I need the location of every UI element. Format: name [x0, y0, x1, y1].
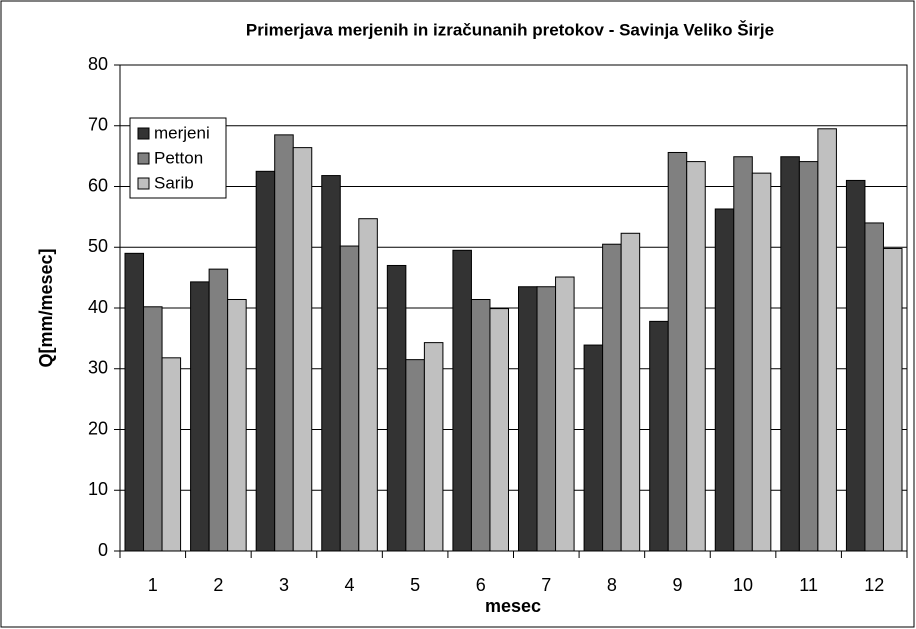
x-tick-label: 10	[733, 575, 753, 595]
y-axis-label: Q[mm/mesec]	[36, 248, 56, 367]
bar	[124, 252, 145, 552]
chart-title: Primerjava merjenih in izračunanih preto…	[246, 20, 774, 39]
bar	[274, 134, 294, 552]
bar	[882, 247, 903, 552]
x-tick-label: 7	[541, 575, 551, 595]
y-tick-label: 70	[88, 115, 108, 135]
y-tick-label: 40	[88, 297, 108, 317]
bar	[686, 161, 706, 552]
legend-label: Petton	[154, 148, 203, 167]
y-tick-label: 10	[88, 479, 108, 499]
bar	[602, 243, 622, 552]
bar	[292, 147, 313, 552]
x-tick-label: 2	[213, 575, 223, 595]
bar	[536, 286, 557, 552]
bar	[780, 156, 800, 552]
x-tick-label: 1	[148, 575, 158, 595]
plot-frame	[119, 64, 908, 552]
bar	[489, 308, 510, 552]
bar	[255, 170, 276, 552]
bar	[845, 179, 866, 552]
bar	[470, 298, 491, 552]
x-tick-label: 5	[410, 575, 420, 595]
legend-label: merjeni	[154, 123, 210, 142]
y-tick-label: 30	[88, 358, 108, 378]
legend-swatch	[137, 127, 150, 140]
y-tick-label: 60	[88, 175, 108, 195]
x-tick-label: 9	[672, 575, 682, 595]
bar	[555, 276, 575, 552]
bar	[143, 306, 163, 552]
legend-swatch	[137, 177, 150, 190]
bar	[518, 286, 538, 552]
bar	[714, 208, 735, 552]
legend-label: Sarib	[154, 173, 194, 192]
bar	[386, 264, 407, 552]
bar	[583, 344, 604, 552]
bar	[864, 222, 884, 552]
y-tick-label: 80	[88, 54, 108, 74]
bar	[190, 281, 210, 552]
bar	[620, 232, 641, 552]
bar	[733, 156, 753, 552]
bar	[321, 175, 341, 552]
y-tick-label: 50	[88, 236, 108, 256]
x-axis-label: mesec	[485, 596, 541, 616]
bar	[649, 320, 669, 552]
y-tick-label: 0	[98, 540, 108, 560]
bar	[452, 249, 472, 552]
bar	[227, 298, 247, 552]
bar	[358, 218, 378, 552]
bar	[667, 151, 688, 552]
x-tick-label: 11	[799, 575, 818, 595]
bar	[339, 245, 360, 552]
x-tick-label: 8	[607, 575, 617, 595]
x-tick-label: 4	[345, 575, 355, 595]
bar	[751, 172, 772, 552]
legend-swatch	[137, 152, 150, 165]
bar	[423, 342, 444, 552]
bar	[208, 268, 229, 552]
bar	[405, 359, 425, 552]
x-tick-label: 3	[279, 575, 289, 595]
x-tick-label: 6	[476, 575, 486, 595]
y-tick-label: 20	[88, 418, 108, 438]
bar	[798, 161, 819, 552]
x-tick-label: 12	[864, 575, 884, 595]
bar	[817, 128, 837, 552]
bar	[161, 357, 182, 552]
